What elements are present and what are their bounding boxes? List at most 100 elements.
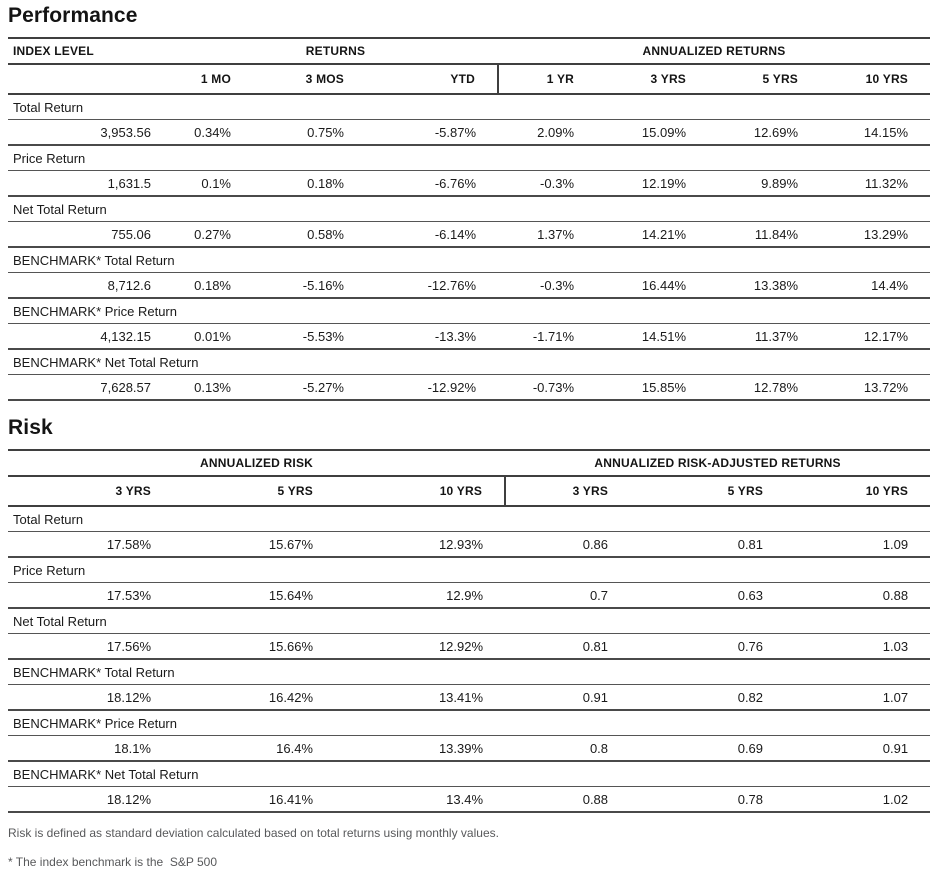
cell-value: 0.69 — [630, 735, 786, 762]
table-row-values: 1,631.5 0.1% 0.18% -6.76% -0.3% 12.19% 9… — [8, 170, 931, 197]
table-row-values: 18.12% 16.41% 13.4% 0.88 0.78 1.02 — [8, 786, 931, 813]
cell-value: 12.19% — [596, 170, 709, 197]
cell-value: 13.38% — [708, 272, 821, 299]
cell-value: 0.7 — [505, 582, 631, 609]
cell-value: -0.3% — [498, 170, 597, 197]
cell-value: 0.76 — [630, 633, 786, 660]
index-level-header: INDEX LEVEL — [8, 38, 173, 65]
table-row-values: 17.56% 15.66% 12.92% 0.81 0.76 1.03 — [8, 633, 931, 660]
row-label: BENCHMARK* Price Return — [8, 298, 931, 324]
performance-table: INDEX LEVEL RETURNS ANNUALIZED RETURNS 1… — [8, 37, 931, 401]
cell-value: -5.27% — [253, 374, 366, 401]
cell-value: 0.8 — [505, 735, 631, 762]
cell-value: 14.51% — [596, 323, 709, 350]
column-header-ytd: YTD — [366, 64, 499, 95]
table-row-label: Net Total Return — [8, 608, 931, 634]
row-label: BENCHMARK* Total Return — [8, 659, 931, 685]
table-row-label: BENCHMARK* Total Return — [8, 659, 931, 685]
cell-value: 0.86 — [505, 531, 631, 558]
table-row-values: 755.06 0.27% 0.58% -6.14% 1.37% 14.21% 1… — [8, 221, 931, 248]
table-row-values: 7,628.57 0.13% -5.27% -12.92% -0.73% 15.… — [8, 374, 931, 401]
cell-value: -1.71% — [498, 323, 597, 350]
cell-value: -5.53% — [253, 323, 366, 350]
cell-value: 1.03 — [785, 633, 931, 660]
cell-value: 0.34% — [173, 119, 253, 146]
risk-adjusted-group-header: ANNUALIZED RISK-ADJUSTED RETURNS — [505, 450, 931, 477]
row-label: Total Return — [8, 94, 931, 120]
table-row-values: 17.58% 15.67% 12.93% 0.86 0.81 1.09 — [8, 531, 931, 558]
row-label: BENCHMARK* Price Return — [8, 710, 931, 736]
performance-column-header-row: 1 MO 3 MOS YTD 1 YR 3 YRS 5 YRS 10 YRS — [8, 64, 931, 95]
column-header-1yr: 1 YR — [497, 64, 597, 95]
cell-value: 11.32% — [820, 170, 931, 197]
cell-value: 1.09 — [785, 531, 931, 558]
cell-value: -13.3% — [366, 323, 499, 350]
risk-table: ANNUALIZED RISK ANNUALIZED RISK-ADJUSTED… — [8, 449, 931, 813]
column-header-risk-5yrs: 5 YRS — [173, 476, 335, 507]
cell-value: 16.44% — [596, 272, 709, 299]
table-row-label: BENCHMARK* Net Total Return — [8, 761, 931, 787]
column-header-adj-5yrs: 5 YRS — [630, 476, 786, 507]
cell-value: 17.58% — [8, 531, 173, 558]
column-header-adj-10yrs: 10 YRS — [785, 476, 931, 507]
cell-value: 18.1% — [8, 735, 173, 762]
cell-value: 1.02 — [785, 786, 931, 813]
cell-value: -5.16% — [253, 272, 366, 299]
table-row-label: BENCHMARK* Net Total Return — [8, 349, 931, 375]
cell-value: 0.88 — [785, 582, 931, 609]
column-header-risk-3yrs: 3 YRS — [8, 476, 173, 507]
performance-section-title: Performance — [8, 4, 138, 27]
column-header-risk-10yrs: 10 YRS — [335, 476, 506, 507]
row-label: Price Return — [8, 557, 931, 583]
column-header-10yrs: 10 YRS — [820, 64, 931, 95]
cell-value: 0.18% — [253, 170, 366, 197]
cell-value: 0.91 — [785, 735, 931, 762]
index-level-value: 755.06 — [8, 221, 173, 248]
row-label: Price Return — [8, 145, 931, 171]
table-row-label: BENCHMARK* Total Return — [8, 247, 931, 273]
row-label: BENCHMARK* Net Total Return — [8, 349, 931, 375]
table-row-label: Price Return — [8, 557, 931, 583]
cell-value: 14.15% — [820, 119, 931, 146]
column-header-1mo: 1 MO — [173, 64, 253, 95]
cell-value: 13.39% — [335, 735, 506, 762]
cell-value: 18.12% — [8, 684, 173, 711]
cell-value: 2.09% — [498, 119, 597, 146]
performance-group-header-row: INDEX LEVEL RETURNS ANNUALIZED RETURNS — [8, 38, 931, 65]
table-row-values: 3,953.56 0.34% 0.75% -5.87% 2.09% 15.09%… — [8, 119, 931, 146]
index-level-value: 3,953.56 — [8, 119, 173, 146]
column-header-3yrs: 3 YRS — [596, 64, 709, 95]
cell-value: -6.14% — [366, 221, 499, 248]
table-row-values: 4,132.15 0.01% -5.53% -13.3% -1.71% 14.5… — [8, 323, 931, 350]
footnotes: Risk is defined as standard deviation ca… — [8, 826, 934, 869]
table-row-label: Total Return — [8, 506, 931, 532]
column-header-adj-3yrs: 3 YRS — [504, 476, 631, 507]
table-row-label: BENCHMARK* Price Return — [8, 298, 931, 324]
cell-value: -12.92% — [366, 374, 499, 401]
table-row-label: Total Return — [8, 94, 931, 120]
row-label: Total Return — [8, 506, 931, 532]
cell-value: 0.01% — [173, 323, 253, 350]
table-row-values: 8,712.6 0.18% -5.16% -12.76% -0.3% 16.44… — [8, 272, 931, 299]
table-row-label: Net Total Return — [8, 196, 931, 222]
cell-value: 15.09% — [596, 119, 709, 146]
cell-value: 12.17% — [820, 323, 931, 350]
cell-value: 13.72% — [820, 374, 931, 401]
cell-value: 12.92% — [335, 633, 506, 660]
cell-value: -12.76% — [366, 272, 499, 299]
cell-value: 0.13% — [173, 374, 253, 401]
cell-value: 11.37% — [708, 323, 821, 350]
table-row-values: 18.12% 16.42% 13.41% 0.91 0.82 1.07 — [8, 684, 931, 711]
cell-value: 17.53% — [8, 582, 173, 609]
risk-group-header-row: ANNUALIZED RISK ANNUALIZED RISK-ADJUSTED… — [8, 450, 931, 477]
cell-value: 15.64% — [173, 582, 335, 609]
row-label: BENCHMARK* Total Return — [8, 247, 931, 273]
cell-value: 12.78% — [708, 374, 821, 401]
table-row-values: 17.53% 15.64% 12.9% 0.7 0.63 0.88 — [8, 582, 931, 609]
table-row-label: BENCHMARK* Price Return — [8, 710, 931, 736]
cell-value: 14.21% — [596, 221, 709, 248]
cell-value: 1.37% — [498, 221, 597, 248]
cell-value: 0.78 — [630, 786, 786, 813]
cell-value: 15.66% — [173, 633, 335, 660]
